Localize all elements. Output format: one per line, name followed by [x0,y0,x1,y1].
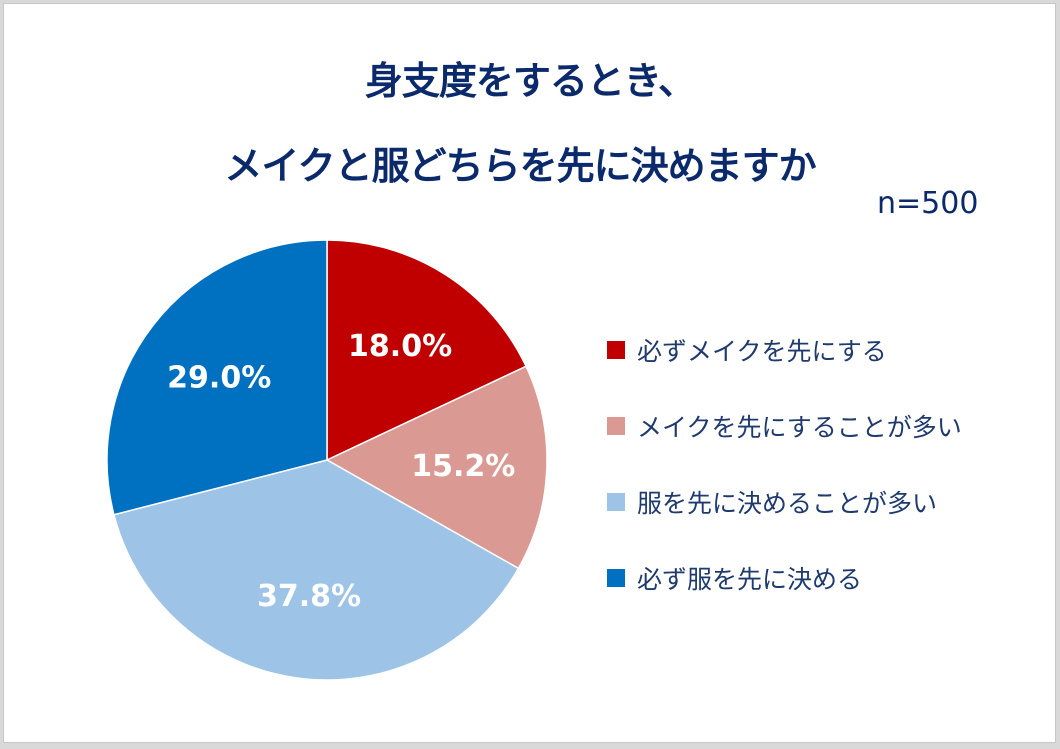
slice-always-clothes-first [106,239,328,516]
data-label: 18.0% [348,329,452,364]
legend-swatch [607,493,625,511]
legend-label: 必ずメイクを先にする [637,337,887,366]
legend-item-mostly-makeup-first: メイクを先にすることが多い [607,406,962,446]
legend-item-always-clothes-first: 必ず服を先に決める [607,558,862,598]
pie-data-labels: 18.0% 15.2% 37.8% 29.0% [167,329,515,614]
chart-title-line-2: メイクと服どちらを先に決めますか [224,144,816,188]
legend-label: 必ず服を先に決める [637,565,863,594]
sample-size-label: n=500 [877,186,979,221]
legend-swatch [607,341,625,359]
legend-label: メイクを先にすることが多い [637,413,962,442]
legend-label: 服を先に決めることが多い [637,489,938,518]
data-label: 29.0% [167,360,271,395]
slice-always-makeup-first [326,239,528,462]
pie-slices [106,239,548,681]
legend-item-mostly-clothes-first: 服を先に決めることが多い [607,482,937,522]
data-label: 15.2% [411,449,515,484]
data-label: 37.8% [257,579,361,614]
legend-item-always-makeup-first: 必ずメイクを先にする [607,330,887,370]
slice-mostly-clothes-first [112,459,520,681]
chart-title-line-1: 身支度をするとき、 [364,59,696,103]
legend-swatch [607,417,625,435]
legend-swatch [607,569,625,587]
slice-mostly-makeup-first [325,365,548,570]
